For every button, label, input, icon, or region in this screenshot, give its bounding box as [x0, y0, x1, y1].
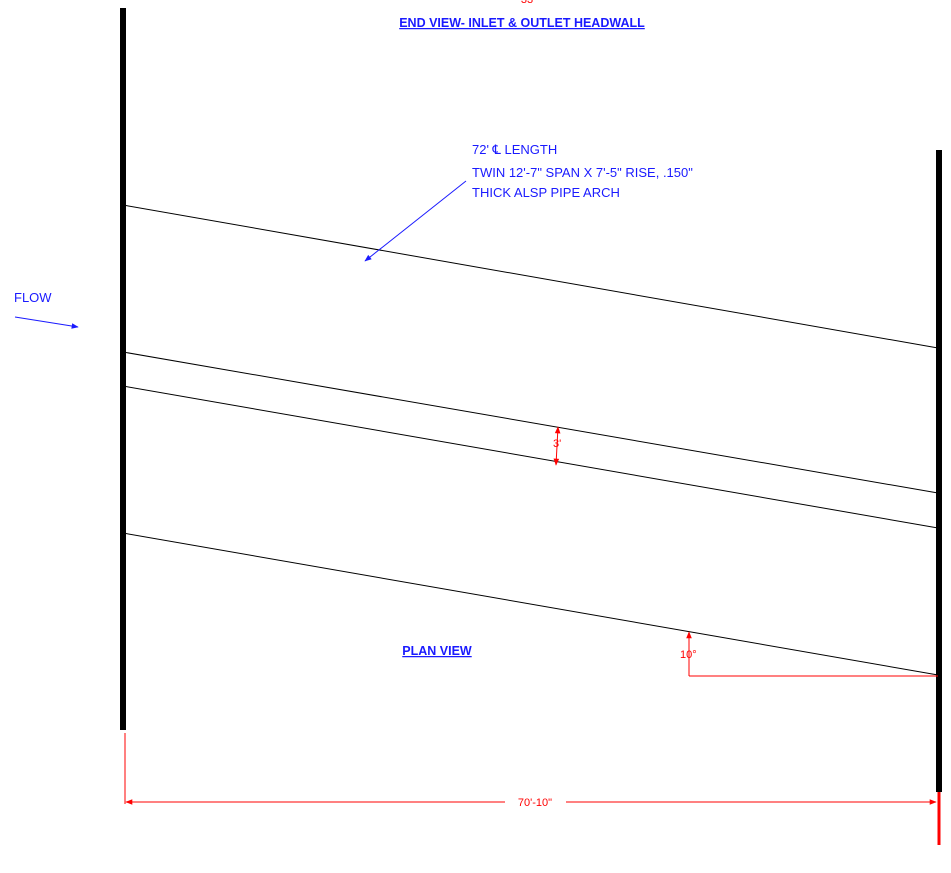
pipe-2-top-edge — [122, 385, 939, 529]
pipe-1-bottom-edge — [122, 351, 939, 494]
pipe-note-line-3: THICK ALSP PIPE ARCH — [472, 185, 620, 200]
spacing-dimension-line — [553, 426, 561, 466]
flow-label: FLOW — [14, 290, 52, 305]
angle-dimension-label: 10° — [680, 649, 697, 661]
distance-dimension-label: 70'-10" — [518, 797, 552, 809]
pipe-note-line-1: 72' ℄ LENGTH — [472, 142, 557, 157]
spacing-dimension-label: 3' — [553, 438, 561, 450]
pipe-note-leader — [364, 180, 467, 262]
plan-view-title: PLAN VIEW — [402, 644, 472, 658]
end-view-title: END VIEW- INLET & OUTLET HEADWALL — [399, 16, 645, 30]
flow-arrow — [14, 316, 79, 329]
pipe-note-line-2: TWIN 12'-7" SPAN X 7'-5" RISE, .150" — [472, 165, 693, 180]
pipe-2-bottom-edge — [122, 532, 939, 676]
top-cut-number: 33 — [521, 0, 533, 6]
pipe-1-top-edge — [122, 204, 939, 349]
